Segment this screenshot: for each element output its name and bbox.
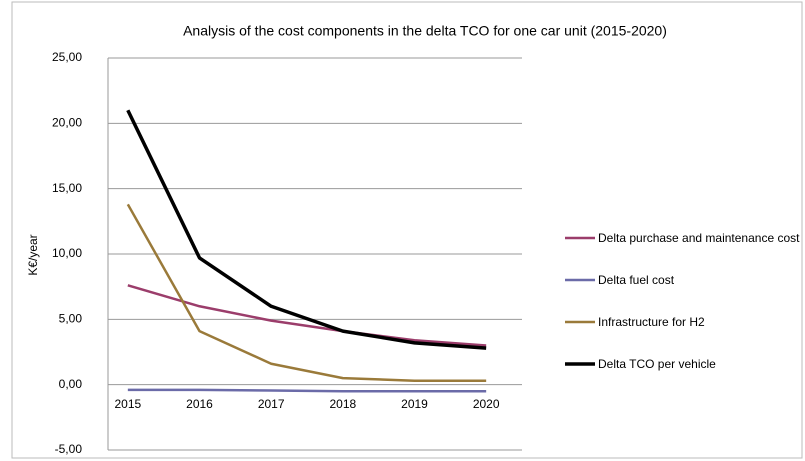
x-tick-label: 2017 — [258, 397, 285, 411]
y-tick-label: 0,00 — [59, 377, 83, 391]
legend-item: Delta TCO per vehicle — [598, 357, 716, 371]
y-tick-label: 20,00 — [52, 116, 82, 130]
y-tick-label: 25,00 — [52, 50, 82, 64]
legend-label: Infrastructure for H2 — [598, 315, 705, 329]
legend-item: Delta purchase and maintenance cost — [598, 231, 800, 245]
x-tick-label: 2016 — [186, 397, 213, 411]
x-tick-label: 2015 — [114, 397, 141, 411]
y-tick-label: -5,00 — [55, 442, 83, 456]
series-line — [126, 203, 487, 382]
series-line — [127, 388, 487, 393]
legend-label: Delta TCO per vehicle — [598, 357, 716, 371]
x-tick-label: 2020 — [473, 397, 500, 411]
x-tick-label: 2019 — [401, 397, 428, 411]
series-line — [127, 284, 487, 347]
y-axis-label: K€/year — [26, 234, 40, 275]
legend-item: Delta fuel cost — [598, 273, 675, 287]
chart-title: Analysis of the cost components in the d… — [183, 23, 667, 39]
y-tick-label: 15,00 — [52, 181, 82, 195]
legend-label: Delta purchase and maintenance cost — [598, 231, 800, 245]
legend-label: Delta fuel cost — [598, 273, 675, 287]
legend-item: Infrastructure for H2 — [598, 315, 705, 329]
series-line — [126, 109, 487, 350]
x-tick-label: 2018 — [329, 397, 356, 411]
y-tick-label: 10,00 — [52, 246, 82, 260]
chart-frame — [11, 1, 803, 459]
y-tick-label: 5,00 — [59, 312, 83, 326]
